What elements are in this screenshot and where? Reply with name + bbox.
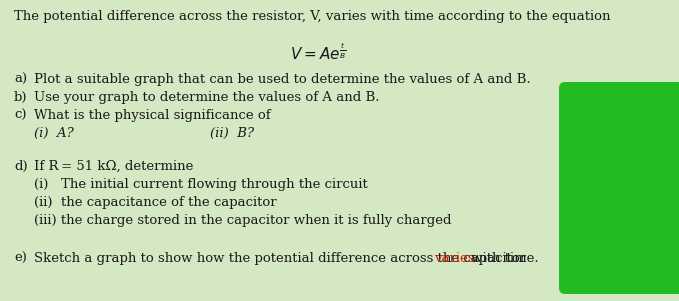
Text: (ii)  the capacitance of the capacitor: (ii) the capacitance of the capacitor <box>34 196 276 209</box>
FancyBboxPatch shape <box>559 82 679 294</box>
Text: If R = 51 kΩ, determine: If R = 51 kΩ, determine <box>34 160 194 173</box>
Text: $V = Ae^{\frac{t}{B}}$: $V = Ae^{\frac{t}{B}}$ <box>290 42 347 63</box>
Text: Plot a suitable graph that can be used to determine the values of A and B.: Plot a suitable graph that can be used t… <box>34 73 530 86</box>
Text: (ii)  B?: (ii) B? <box>210 127 254 140</box>
Text: Use your graph to determine the values of A and B.: Use your graph to determine the values o… <box>34 91 380 104</box>
Text: b): b) <box>14 91 28 104</box>
Text: (i)  A?: (i) A? <box>34 127 74 140</box>
Text: Sketch a graph to show how the potential difference across the capacitor: Sketch a graph to show how the potential… <box>34 252 530 265</box>
Text: The potential difference across the resistor, V, varies with time according to t: The potential difference across the resi… <box>14 10 610 23</box>
Text: a): a) <box>14 73 27 86</box>
Text: What is the physical significance of: What is the physical significance of <box>34 109 271 122</box>
Text: with time.: with time. <box>467 252 538 265</box>
Text: (i)   The initial current flowing through the circuit: (i) The initial current flowing through … <box>34 178 368 191</box>
Text: d): d) <box>14 160 28 173</box>
Text: c): c) <box>14 109 26 122</box>
Text: varies: varies <box>434 252 475 265</box>
Text: e): e) <box>14 252 27 265</box>
Text: (iii) the charge stored in the capacitor when it is fully charged: (iii) the charge stored in the capacitor… <box>34 214 452 227</box>
